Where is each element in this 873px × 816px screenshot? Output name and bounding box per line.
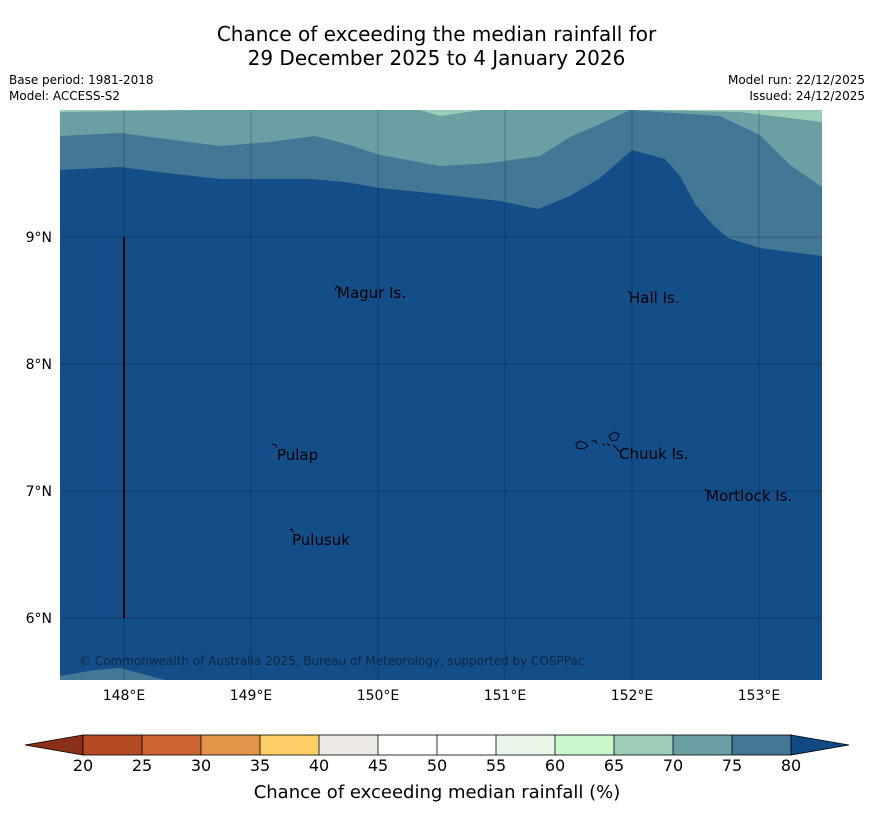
colorbar-over-arrow [790, 734, 850, 756]
lat-tick-8n: 8°N [26, 357, 52, 373]
colorbar-tick-80: 80 [781, 756, 801, 775]
colorbar-tick-35: 35 [250, 756, 270, 775]
lat-tick-6n: 6°N [26, 611, 52, 627]
colorbar-segment-35-40 [260, 735, 319, 755]
colorbar: 20 25 30 35 40 45 50 55 60 65 70 75 80 C… [24, 734, 850, 803]
place-label-pulap: Pulap [277, 446, 318, 464]
lat-tick-7n: 7°N [26, 484, 52, 500]
pulap-island [271, 443, 278, 449]
colorbar-dividers [82, 734, 792, 756]
lon-tick-149: 149°E [230, 688, 273, 704]
colorbar-tick-30: 30 [191, 756, 211, 775]
lat-tick-9n: 9°N [26, 230, 52, 246]
graticule [60, 110, 822, 680]
place-labels: Magur Is. Hall Is. Pulap Chuuk Is. Mortl… [277, 284, 792, 549]
islands [271, 285, 708, 534]
colorbar-tick-75: 75 [722, 756, 742, 775]
colorbar-segment-50-55 [437, 735, 496, 755]
colorbar-tick-20: 20 [73, 756, 93, 775]
band-80-plus [60, 150, 822, 680]
base-period-text: Base period: 1981-2018 [9, 73, 154, 87]
lon-tick-153: 153°E [738, 688, 781, 704]
colorbar-title: Chance of exceeding median rainfall (%) [254, 782, 621, 803]
colorbar-segment-75-80 [732, 735, 791, 755]
map-title-line-1: Chance of exceeding the median rainfall … [216, 22, 657, 46]
colorbar-tick-70: 70 [663, 756, 683, 775]
copyright-text: © Commonwealth of Australia 2025, Bureau… [79, 654, 584, 668]
colorbar-segment-45-50 [378, 735, 437, 755]
map-title-line-2: 29 December 2025 to 4 January 2026 [247, 46, 626, 70]
lat-tick-labels: 9°N 8°N 7°N 6°N [26, 230, 52, 627]
meta-left: Base period: 1981-2018 Model: ACCESS-S2 [9, 72, 154, 104]
colorbar-segment-55-60 [496, 735, 555, 755]
colorbar-tick-45: 45 [368, 756, 388, 775]
lon-tick-150: 150°E [357, 688, 400, 704]
colorbar-tick-50: 50 [427, 756, 447, 775]
magur-island [334, 285, 340, 291]
colorbar-segment-60-65 [555, 735, 614, 755]
colorbar-under-arrow [24, 734, 84, 756]
place-label-pulusuk: Pulusuk [292, 531, 350, 549]
lon-tick-labels: 148°E 149°E 150°E 151°E 152°E 153°E [103, 688, 781, 704]
place-label-mortlock: Mortlock Is. [706, 487, 792, 505]
place-label-chuuk: Chuuk Is. [619, 445, 688, 463]
colorbar-tick-labels: 20 25 30 35 40 45 50 55 60 65 70 75 80 [73, 756, 801, 775]
place-label-hall: Hall Is. [629, 289, 680, 307]
lon-tick-152: 152°E [611, 688, 654, 704]
colorbar-tick-65: 65 [604, 756, 624, 775]
colorbar-segment-30-35 [201, 735, 260, 755]
issued-text: Issued: 24/12/2025 [749, 89, 865, 103]
colorbar-segment-25-30 [142, 735, 201, 755]
meta-right: Model run: 22/12/2025 Issued: 24/12/2025 [728, 72, 865, 104]
colorbar-tick-55: 55 [486, 756, 506, 775]
colorbar-segment-70-75 [673, 735, 732, 755]
lon-tick-151: 151°E [484, 688, 527, 704]
hall-island [627, 290, 631, 294]
pulusuk-island [289, 528, 294, 534]
lon-tick-148: 148°E [103, 688, 146, 704]
model-run-text: Model run: 22/12/2025 [727, 73, 865, 87]
map-panel: Magur Is. Hall Is. Pulap Chuuk Is. Mortl… [60, 110, 822, 680]
place-label-magur: Magur Is. [337, 284, 406, 302]
colorbar-segment-40-45 [319, 735, 378, 755]
colorbar-tick-40: 40 [309, 756, 329, 775]
colorbar-tick-60: 60 [545, 756, 565, 775]
colorbar-tick-25: 25 [132, 756, 152, 775]
chuuk-islands [575, 431, 621, 453]
colorbar-segment-20-25 [83, 735, 142, 755]
model-text: Model: ACCESS-S2 [9, 89, 121, 103]
mortlock-island [704, 488, 708, 492]
band-75-80-bottom [60, 668, 165, 680]
colorbar-segment-65-70 [614, 735, 673, 755]
